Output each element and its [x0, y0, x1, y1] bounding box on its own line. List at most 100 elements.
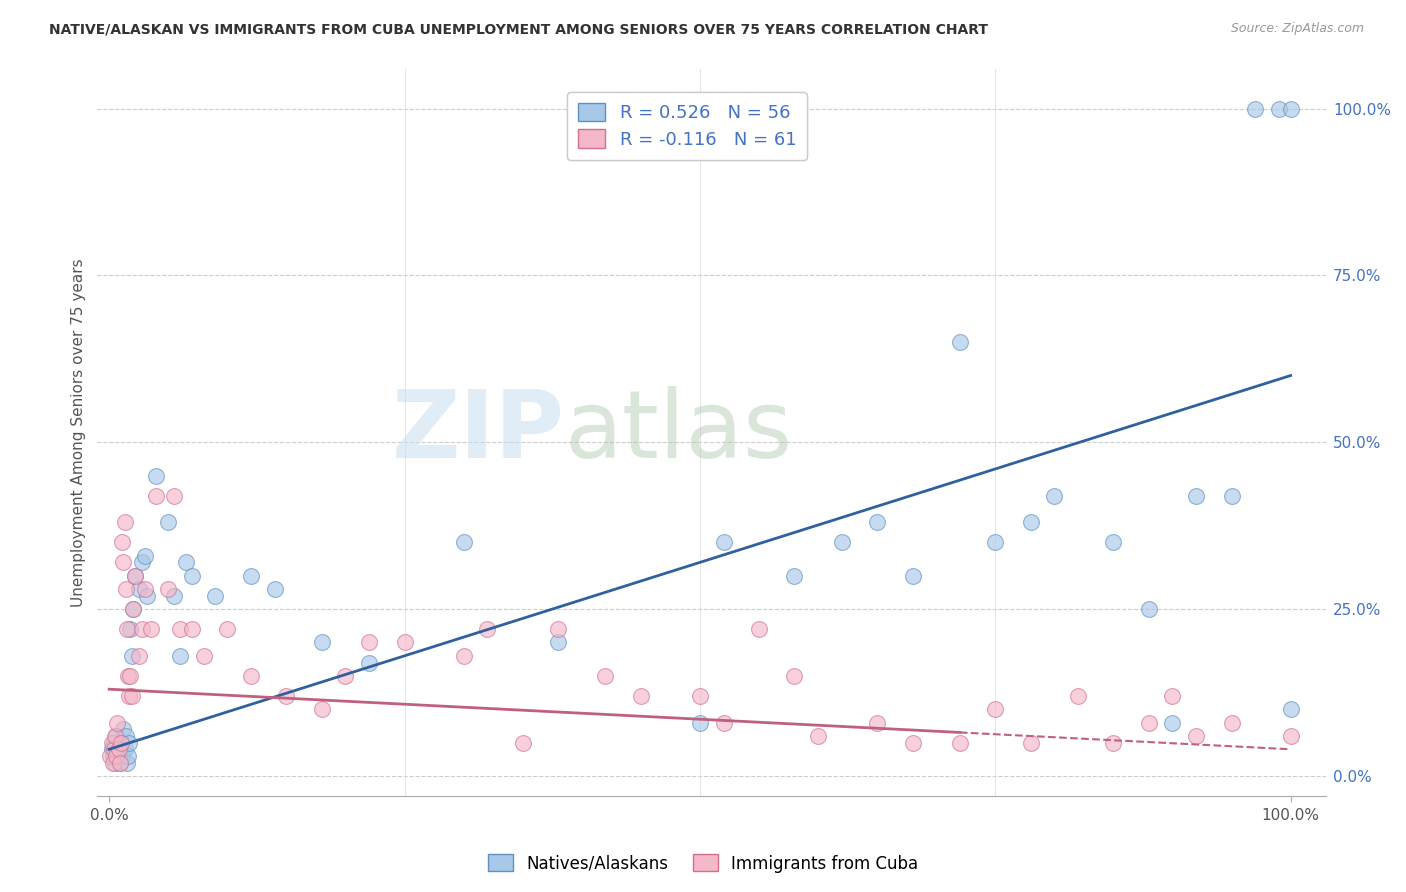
Point: [630, 689, 652, 703]
Point: [105, 729, 128, 743]
Point: [453, 535, 475, 549]
Point: [111, 535, 134, 549]
Point: [103, 742, 125, 756]
Point: [163, 589, 186, 603]
Point: [1220, 489, 1243, 503]
Point: [121, 648, 143, 663]
Point: [115, 756, 138, 770]
Point: [1102, 735, 1125, 749]
Point: [100, 742, 122, 756]
Point: [105, 748, 128, 763]
Point: [1161, 715, 1184, 730]
Point: [1220, 715, 1243, 730]
Point: [180, 622, 202, 636]
Point: [131, 555, 153, 569]
Point: [512, 735, 534, 749]
Point: [949, 335, 972, 350]
Point: [204, 589, 226, 603]
Point: [1279, 102, 1302, 116]
Point: [100, 735, 122, 749]
Point: [121, 602, 143, 616]
Point: [111, 748, 134, 763]
Point: [134, 582, 156, 596]
Point: [134, 549, 156, 563]
Point: [114, 742, 136, 756]
Point: [128, 648, 150, 663]
Point: [1279, 729, 1302, 743]
Point: [689, 715, 711, 730]
Point: [311, 635, 333, 649]
Point: [1067, 689, 1090, 703]
Point: [866, 715, 889, 730]
Point: [1161, 689, 1184, 703]
Point: [107, 748, 129, 763]
Point: [139, 622, 162, 636]
Legend: Natives/Alaskans, Immigrants from Cuba: Natives/Alaskans, Immigrants from Cuba: [481, 847, 925, 880]
Point: [136, 589, 159, 603]
Point: [121, 602, 143, 616]
Point: [394, 635, 416, 649]
Point: [239, 669, 262, 683]
Point: [595, 669, 617, 683]
Point: [180, 568, 202, 582]
Y-axis label: Unemployment Among Seniors over 75 years: Unemployment Among Seniors over 75 years: [72, 258, 86, 607]
Point: [276, 689, 298, 703]
Point: [1043, 489, 1066, 503]
Point: [359, 656, 381, 670]
Point: [117, 748, 139, 763]
Point: [748, 622, 770, 636]
Point: [783, 669, 806, 683]
Point: [984, 535, 1007, 549]
Point: [112, 723, 135, 737]
Point: [831, 535, 853, 549]
Point: [110, 735, 132, 749]
Point: [104, 756, 127, 770]
Point: [157, 516, 180, 530]
Point: [239, 568, 262, 582]
Point: [783, 568, 806, 582]
Point: [128, 582, 150, 596]
Point: [169, 622, 191, 636]
Point: [120, 669, 142, 683]
Point: [1102, 535, 1125, 549]
Point: [118, 689, 141, 703]
Point: [311, 702, 333, 716]
Point: [263, 582, 285, 596]
Point: [359, 635, 381, 649]
Point: [110, 735, 132, 749]
Point: [131, 622, 153, 636]
Point: [118, 735, 141, 749]
Point: [115, 622, 138, 636]
Point: [1137, 602, 1160, 616]
Point: [145, 489, 167, 503]
Point: [101, 748, 124, 763]
Point: [713, 535, 735, 549]
Text: Source: ZipAtlas.com: Source: ZipAtlas.com: [1230, 22, 1364, 36]
Point: [145, 468, 167, 483]
Point: [193, 648, 215, 663]
Legend: R = 0.526   N = 56, R = -0.116   N = 61: R = 0.526 N = 56, R = -0.116 N = 61: [567, 92, 807, 160]
Point: [453, 648, 475, 663]
Point: [1137, 715, 1160, 730]
Point: [949, 735, 972, 749]
Point: [1244, 102, 1267, 116]
Point: [1019, 516, 1042, 530]
Point: [120, 622, 142, 636]
Point: [335, 669, 357, 683]
Point: [107, 715, 129, 730]
Point: [107, 742, 129, 756]
Point: [114, 729, 136, 743]
Point: [112, 555, 135, 569]
Point: [101, 756, 124, 770]
Point: [1268, 102, 1291, 116]
Text: NATIVE/ALASKAN VS IMMIGRANTS FROM CUBA UNEMPLOYMENT AMONG SENIORS OVER 75 YEARS : NATIVE/ALASKAN VS IMMIGRANTS FROM CUBA U…: [49, 22, 988, 37]
Point: [1019, 735, 1042, 749]
Point: [547, 635, 569, 649]
Point: [547, 622, 569, 636]
Point: [108, 756, 131, 770]
Text: ZIP: ZIP: [391, 386, 564, 478]
Point: [713, 715, 735, 730]
Point: [121, 689, 143, 703]
Point: [901, 735, 924, 749]
Point: [901, 568, 924, 582]
